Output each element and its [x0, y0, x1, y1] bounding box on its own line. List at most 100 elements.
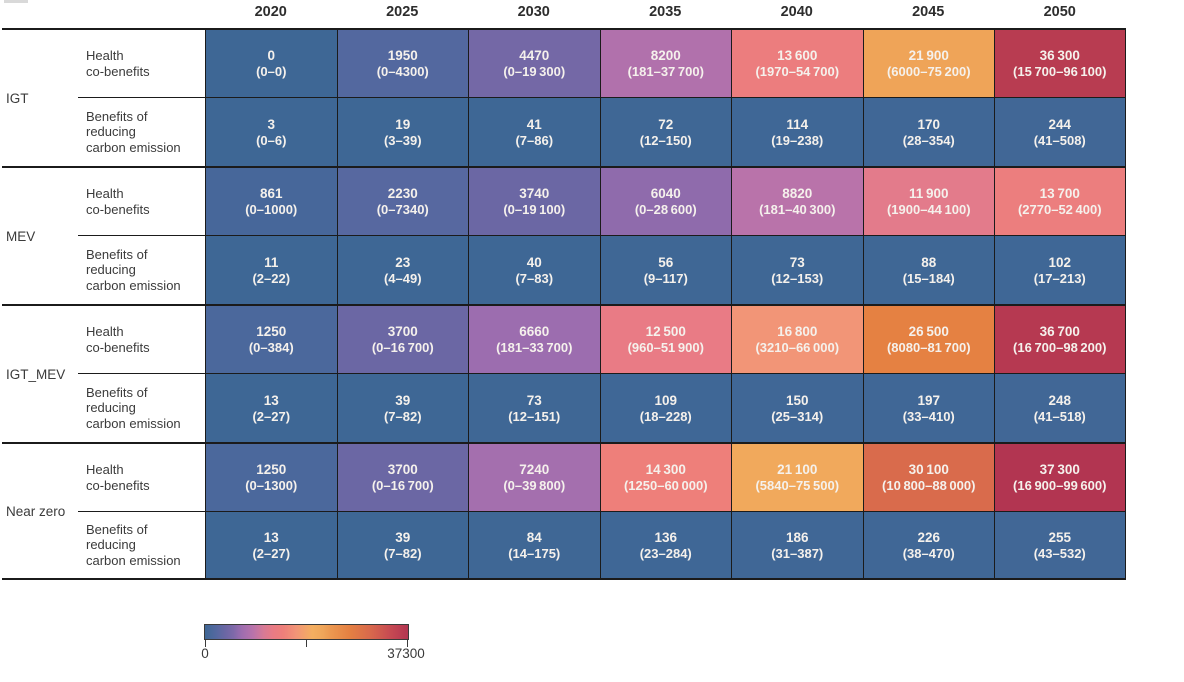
colorbar-tick-min: [204, 640, 206, 647]
cell-value: 186: [785, 529, 809, 545]
cell-value: 21 900: [908, 48, 949, 63]
cell-range: (7–82): [383, 408, 422, 424]
heatmap-cell: 4470 (0–19 300): [468, 28, 600, 97]
cell-range: (3210–66 000): [755, 340, 840, 355]
cell-range: (28–354): [902, 132, 955, 148]
year-header: 2025: [386, 4, 419, 20]
metric-label: Health co-benefits: [78, 304, 205, 373]
cell-value: 39: [395, 529, 411, 545]
heatmap-cell: 41 (7–86): [468, 97, 600, 166]
cell-value: 12 500: [645, 324, 686, 339]
cell-value: 136: [654, 529, 678, 545]
heatmap-cell: 21 900 (6000–75 200): [862, 28, 994, 97]
cell-range: (0–16 700): [371, 340, 434, 355]
year-header: 2045: [912, 4, 945, 20]
heatmap-cell: 3740 (0–19 100): [468, 166, 600, 235]
cell-range: (0–19 300): [503, 64, 566, 79]
cell-value: 11 900: [909, 186, 949, 201]
heatmap-cell: 30 100 (10 800–88 000): [862, 442, 994, 511]
scenario-label: IGT_MEV: [2, 304, 78, 442]
heatmap-cell: 109 (18–228): [599, 373, 731, 442]
cell-value: 7240: [519, 462, 550, 477]
colorbar-max-label: 37300: [387, 646, 425, 661]
cell-range: (14–175): [508, 545, 561, 561]
cell-range: (0–19 100): [503, 202, 566, 217]
colorbar-tick-mid: [305, 640, 307, 647]
cell-value: 14 300: [645, 462, 686, 477]
heatmap-cell: 136 (23–284): [599, 511, 731, 580]
cell-value: 6040: [650, 186, 681, 201]
year-header: 2030: [517, 4, 550, 20]
heatmap-cell: 36 300 (15 700–96 100): [994, 28, 1126, 97]
cell-value: 73: [526, 392, 542, 408]
scenario-label: IGT: [2, 28, 78, 166]
heatmap-cell: 39 (7–82): [336, 373, 468, 442]
heatmap-cell: 14 300 (1250–60 000): [599, 442, 731, 511]
colorbar-gradient: [204, 624, 409, 640]
metric-label: Benefits of reducing carbon emission: [78, 97, 205, 166]
heatmap-cell: 11 (2–22): [205, 235, 337, 304]
heatmap-cell: 36 700 (16 700–98 200): [994, 304, 1126, 373]
cell-value: 30 100: [908, 462, 949, 477]
cell-range: (2770–52 400): [1017, 202, 1102, 217]
cell-value: 8200: [650, 48, 681, 63]
cell-range: (43–532): [1033, 545, 1086, 561]
cell-range: (0–1000): [245, 202, 298, 217]
metric-label: Health co-benefits: [78, 442, 205, 511]
cell-range: (16 900–99 600): [1013, 478, 1107, 493]
cell-value: 73: [789, 254, 805, 270]
cell-range: (181–33 700): [496, 340, 573, 355]
cell-value: 11: [264, 254, 279, 270]
cell-value: 84: [526, 529, 542, 545]
cell-range: (0–384): [248, 340, 294, 355]
cell-value: 3740: [519, 186, 550, 201]
cell-value: 41: [526, 116, 542, 132]
heatmap-cell: 197 (33–410): [862, 373, 994, 442]
cell-value: 861: [259, 186, 283, 201]
cell-value: 8820: [782, 186, 813, 201]
cell-range: (0–1300): [245, 478, 298, 493]
cell-value: 255: [1048, 529, 1072, 545]
heatmap-cell: 1250 (0–384): [205, 304, 337, 373]
heatmap-cell: 72 (12–150): [599, 97, 731, 166]
cell-range: (8080–81 700): [886, 340, 971, 355]
cell-value: 19: [395, 116, 411, 132]
cell-range: (7–82): [383, 545, 422, 561]
cell-value: 13 700: [1039, 186, 1080, 201]
cell-value: 13: [263, 529, 279, 545]
cell-range: (0–28 600): [634, 202, 697, 217]
heatmap-cell: 39 (7–82): [336, 511, 468, 580]
cell-range: (4–49): [383, 270, 422, 286]
cell-value: 26 500: [908, 324, 949, 339]
cell-range: (19–238): [771, 132, 824, 148]
heatmap-cell: 2230 (0–7340): [336, 166, 468, 235]
heatmap-cell: 7240 (0–39 800): [468, 442, 600, 511]
heatmap-cell: 8200 (181–37 700): [599, 28, 731, 97]
heatmap-cell: 84 (14–175): [468, 511, 600, 580]
cell-value: 0: [267, 48, 275, 63]
cell-range: (6000–75 200): [886, 64, 971, 79]
heatmap-cell: 21 100 (5840–75 500): [731, 442, 863, 511]
heatmap-cell: 88 (15–184): [862, 235, 994, 304]
cell-range: (12–150): [639, 132, 692, 148]
metric-label: Health co-benefits: [78, 28, 205, 97]
cell-range: (0–7340): [376, 202, 429, 217]
cell-range: (12–153): [771, 270, 824, 286]
heatmap-cell: 255 (43–532): [994, 511, 1126, 580]
heatmap-cell: 6040 (0–28 600): [599, 166, 731, 235]
metric-label: Benefits of reducing carbon emission: [78, 235, 205, 304]
heatmap-cell: 8820 (181–40 300): [731, 166, 863, 235]
cell-value: 23: [395, 254, 411, 270]
cell-range: (3–39): [383, 132, 422, 148]
cell-range: (17–213): [1033, 270, 1086, 286]
cell-range: (10 800–88 000): [882, 478, 976, 493]
cell-range: (23–284): [639, 545, 692, 561]
heatmap-cell: 13 600 (1970–54 700): [731, 28, 863, 97]
cell-range: (5840–75 500): [755, 478, 840, 493]
year-header: 2035: [649, 4, 682, 20]
cell-range: (25–314): [771, 408, 824, 424]
heatmap-cell: 23 (4–49): [336, 235, 468, 304]
heatmap-table: 2020 2025 2030 2035 2040 2045 2050 IGT Health co…: [2, 0, 1126, 580]
cell-value: 150: [785, 392, 809, 408]
cell-value: 13 600: [777, 48, 818, 63]
